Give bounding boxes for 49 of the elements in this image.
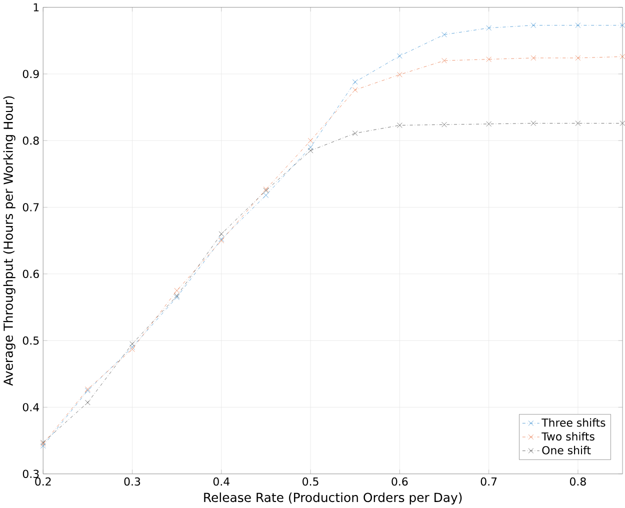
point <box>486 25 492 31</box>
point <box>575 120 581 126</box>
y-tick-label: 0.4 <box>22 403 39 412</box>
point <box>620 120 625 126</box>
x-tick-label: 0.5 <box>302 477 318 486</box>
point <box>174 288 180 294</box>
point <box>620 22 625 28</box>
x-tick-label: 0.8 <box>570 477 586 486</box>
y-tick-label: 0.7 <box>22 203 39 212</box>
point <box>397 72 402 78</box>
point <box>397 53 402 59</box>
y-tick-label: 0.9 <box>22 70 39 78</box>
x-tick-label: 0.2 <box>35 477 51 486</box>
point <box>352 79 358 85</box>
point <box>486 121 492 127</box>
point <box>442 58 447 64</box>
point <box>620 54 625 60</box>
point <box>575 55 581 61</box>
point <box>218 231 224 237</box>
legend-label: Three shifts <box>542 418 606 427</box>
legend-label: One shift <box>542 446 591 454</box>
point <box>85 400 90 406</box>
point <box>263 192 269 198</box>
y-tick-label: 0.8 <box>22 136 39 145</box>
point <box>308 144 314 150</box>
point <box>530 120 536 126</box>
y-tick-label: 0.6 <box>22 270 39 278</box>
point <box>308 138 314 144</box>
point <box>352 130 358 136</box>
y-tick-label: 0.5 <box>22 336 39 345</box>
x-tick-label: 0.7 <box>480 477 497 486</box>
point <box>442 122 447 128</box>
point <box>352 87 358 93</box>
x-tick-label: 0.3 <box>124 477 140 486</box>
y-axis-title: Average Throughput (Hours per Working Hour) <box>3 96 16 386</box>
y-tick-label: 1 <box>34 3 39 12</box>
point <box>130 341 135 347</box>
y-tick-label: 0.3 <box>22 470 39 478</box>
x-axis-title: Release Rate (Production Orders per Day) <box>204 492 462 505</box>
legend-label: Two shifts <box>542 432 594 441</box>
x-tick-label: 0.4 <box>213 477 230 486</box>
point <box>308 148 314 154</box>
point <box>397 122 402 128</box>
point <box>530 55 536 61</box>
point <box>575 22 581 28</box>
point <box>442 32 447 38</box>
x-tick-label: 0.6 <box>392 477 408 486</box>
point <box>530 22 536 28</box>
point <box>486 56 492 62</box>
